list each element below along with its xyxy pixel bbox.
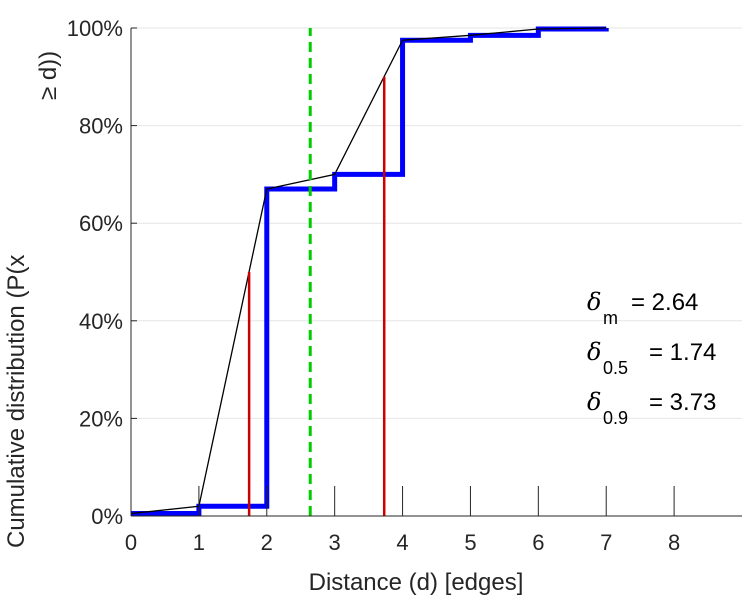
x-tick-label-0: 0 — [125, 530, 137, 555]
series-interp-line — [130, 27, 607, 515]
annotation-sub-1: 0.5 — [603, 358, 628, 378]
x-tick-label-5: 5 — [464, 530, 476, 555]
y-axis-title-main: Cumulative distribution (P(x — [3, 255, 30, 548]
x-tick-label-4: 4 — [396, 530, 408, 555]
annotation-symbol-2: δ — [587, 388, 601, 416]
annotation-0: δm = 2.64 — [587, 288, 698, 328]
x-tick-label-7: 7 — [600, 530, 612, 555]
annotation-sub-2: 0.9 — [603, 408, 628, 428]
annotation-symbol-0: δ — [587, 288, 601, 316]
y-tick-label-0: 0% — [91, 504, 123, 529]
y-tick-label-3: 60% — [79, 211, 123, 236]
y-tick-label-2: 40% — [79, 309, 123, 334]
y-tick-label-4: 80% — [79, 114, 123, 139]
x-tick-label-8: 8 — [668, 530, 680, 555]
x-tick-label-1: 1 — [193, 530, 205, 555]
grid-lines — [131, 27, 742, 419]
annotation-value-0: = 2.64 — [631, 289, 698, 316]
series-layer — [130, 26, 609, 517]
y-tick-label-5: 100% — [67, 16, 123, 41]
annotation-1: δ0.5 = 1.74 — [587, 338, 716, 378]
x-axis-title: Distance (d) [edges] — [309, 569, 524, 596]
x-tick-label-3: 3 — [329, 530, 341, 555]
series-step-line — [131, 26, 609, 517]
tick-labels: 0% 20% 40% 60% 80% 100% 0 1 2 3 4 5 6 7 8 — [67, 16, 681, 555]
annotation-value-2: = 3.73 — [649, 389, 716, 416]
y-axis-title: Cumulative distribution (P(x ≥ d)) — [3, 51, 62, 548]
x-tick-label-6: 6 — [532, 530, 544, 555]
annotation-symbol-1: δ — [587, 338, 601, 366]
x-tick-label-2: 2 — [261, 530, 273, 555]
annotation-2: δ0.9 = 3.73 — [587, 388, 716, 428]
y-axis-title-cont: ≥ d)) — [35, 51, 62, 100]
y-tick-label-1: 20% — [79, 406, 123, 431]
vertical-markers — [247, 28, 386, 516]
annotation-sub-0: m — [603, 308, 618, 328]
axes — [130, 27, 742, 517]
annotation-value-1: = 1.74 — [649, 339, 716, 366]
